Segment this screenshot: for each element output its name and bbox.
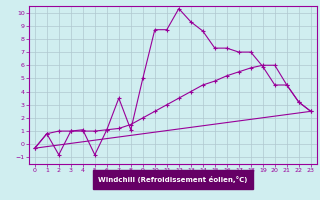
X-axis label: Windchill (Refroidissement éolien,°C): Windchill (Refroidissement éolien,°C)	[98, 176, 247, 183]
